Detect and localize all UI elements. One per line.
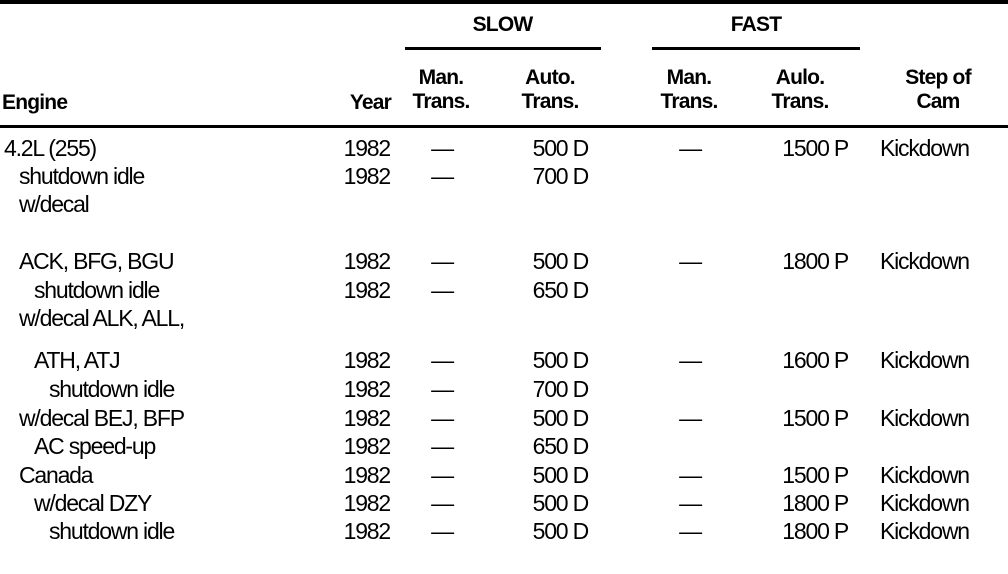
cell-year: 1982 bbox=[343, 433, 392, 459]
cell-fast-man: — bbox=[679, 405, 702, 431]
cell-slow-man: — bbox=[431, 135, 454, 161]
group-header-slow: SLOW bbox=[472, 13, 534, 36]
header-line: Step of bbox=[905, 66, 971, 89]
cell-year: 1982 bbox=[343, 135, 392, 161]
cell-slow-man: — bbox=[431, 405, 454, 431]
cell-year: 1982 bbox=[343, 490, 392, 516]
cell-engine: ACK, BFG, BGU bbox=[19, 248, 175, 274]
header-line: Aulo. bbox=[775, 66, 825, 89]
cell-slow-auto: 500 D bbox=[532, 518, 590, 544]
cell-engine: shutdown idle bbox=[19, 163, 145, 189]
cell-slow-auto: 700 D bbox=[532, 376, 590, 402]
cell-slow-auto: 700 D bbox=[532, 163, 590, 189]
cell-slow-auto: 650 D bbox=[532, 277, 590, 303]
cell-slow-auto: 500 D bbox=[532, 248, 590, 274]
cell-cam: Kickdown bbox=[880, 347, 970, 373]
cell-engine: shutdown idle bbox=[49, 518, 175, 544]
cell-fast-auto: 1800 P bbox=[782, 248, 849, 274]
header-engine: Engine bbox=[2, 91, 68, 114]
cell-slow-man: — bbox=[431, 163, 454, 189]
cell-year: 1982 bbox=[343, 277, 392, 303]
cell-slow-man: — bbox=[431, 518, 454, 544]
cell-year: 1982 bbox=[343, 405, 392, 431]
header-line: Auto. bbox=[525, 66, 575, 89]
cell-slow-man: — bbox=[431, 347, 454, 373]
header-line: Cam bbox=[916, 90, 960, 113]
header-line: Man. bbox=[666, 66, 712, 89]
header-line: Trans. bbox=[412, 90, 470, 113]
cell-engine: Canada bbox=[19, 462, 94, 488]
cell-year: 1982 bbox=[343, 163, 392, 189]
cell-engine: 4.2L (255) bbox=[4, 135, 97, 161]
cell-engine: shutdown idle bbox=[49, 376, 175, 402]
cell-fast-man: — bbox=[679, 347, 702, 373]
cell-fast-auto: 1800 P bbox=[782, 518, 849, 544]
cell-slow-man: — bbox=[431, 277, 454, 303]
cell-slow-man: — bbox=[431, 376, 454, 402]
cell-fast-man: — bbox=[679, 518, 702, 544]
cell-fast-auto: 1500 P bbox=[782, 405, 849, 431]
cell-engine: ATH, ATJ bbox=[34, 347, 121, 373]
cell-year: 1982 bbox=[343, 248, 392, 274]
header-step-of-cam: Step of Cam bbox=[868, 66, 1008, 114]
cell-slow-man: — bbox=[431, 462, 454, 488]
cell-fast-man: — bbox=[679, 135, 702, 161]
header-slow-man: Man. Trans. bbox=[400, 66, 482, 114]
cell-cam: Kickdown bbox=[880, 135, 970, 161]
header-line: Trans. bbox=[521, 90, 579, 113]
cell-engine: shutdown idle bbox=[34, 277, 160, 303]
group-header-fast: FAST bbox=[730, 13, 782, 36]
cell-year: 1982 bbox=[343, 347, 392, 373]
cell-fast-man: — bbox=[679, 462, 702, 488]
cell-fast-man: — bbox=[679, 248, 702, 274]
cell-cam: Kickdown bbox=[880, 518, 970, 544]
cell-engine: w/decal bbox=[19, 191, 90, 217]
header-rule bbox=[0, 125, 1008, 128]
cell-fast-auto: 1800 P bbox=[782, 490, 849, 516]
cell-slow-auto: 500 D bbox=[532, 405, 590, 431]
cell-cam: Kickdown bbox=[880, 490, 970, 516]
cell-fast-auto: 1500 P bbox=[782, 135, 849, 161]
cell-engine: w/decal DZY bbox=[34, 490, 152, 516]
header-fast-man: Man. Trans. bbox=[648, 66, 730, 114]
cell-slow-man: — bbox=[431, 433, 454, 459]
cell-slow-auto: 500 D bbox=[532, 462, 590, 488]
header-fast-auto: Aulo. Trans. bbox=[755, 66, 845, 114]
header-line: Trans. bbox=[660, 90, 718, 113]
cell-year: 1982 bbox=[343, 462, 392, 488]
cell-engine: w/decal ALK, ALL, bbox=[19, 305, 185, 331]
header-year: Year bbox=[349, 91, 392, 114]
cell-slow-auto: 500 D bbox=[532, 135, 590, 161]
top-rule bbox=[0, 0, 1008, 4]
cell-slow-auto: 500 D bbox=[532, 490, 590, 516]
cell-slow-auto: 500 D bbox=[532, 347, 590, 373]
header-line: Man. bbox=[418, 66, 464, 89]
cell-fast-auto: 1500 P bbox=[782, 462, 849, 488]
cell-cam: Kickdown bbox=[880, 405, 970, 431]
cell-year: 1982 bbox=[343, 376, 392, 402]
cell-cam: Kickdown bbox=[880, 248, 970, 274]
header-slow-auto: Auto. Trans. bbox=[505, 66, 595, 114]
slow-group-rule bbox=[405, 47, 601, 50]
fast-group-rule bbox=[652, 47, 860, 50]
cell-fast-auto: 1600 P bbox=[782, 347, 849, 373]
header-line: Trans. bbox=[771, 90, 829, 113]
cell-slow-auto: 650 D bbox=[532, 433, 590, 459]
cell-fast-man: — bbox=[679, 490, 702, 516]
cell-engine: AC speed-up bbox=[34, 433, 156, 459]
cell-slow-man: — bbox=[431, 490, 454, 516]
cell-year: 1982 bbox=[343, 518, 392, 544]
cell-slow-man: — bbox=[431, 248, 454, 274]
cell-engine: w/decal BEJ, BFP bbox=[19, 405, 185, 431]
cell-cam: Kickdown bbox=[880, 462, 970, 488]
